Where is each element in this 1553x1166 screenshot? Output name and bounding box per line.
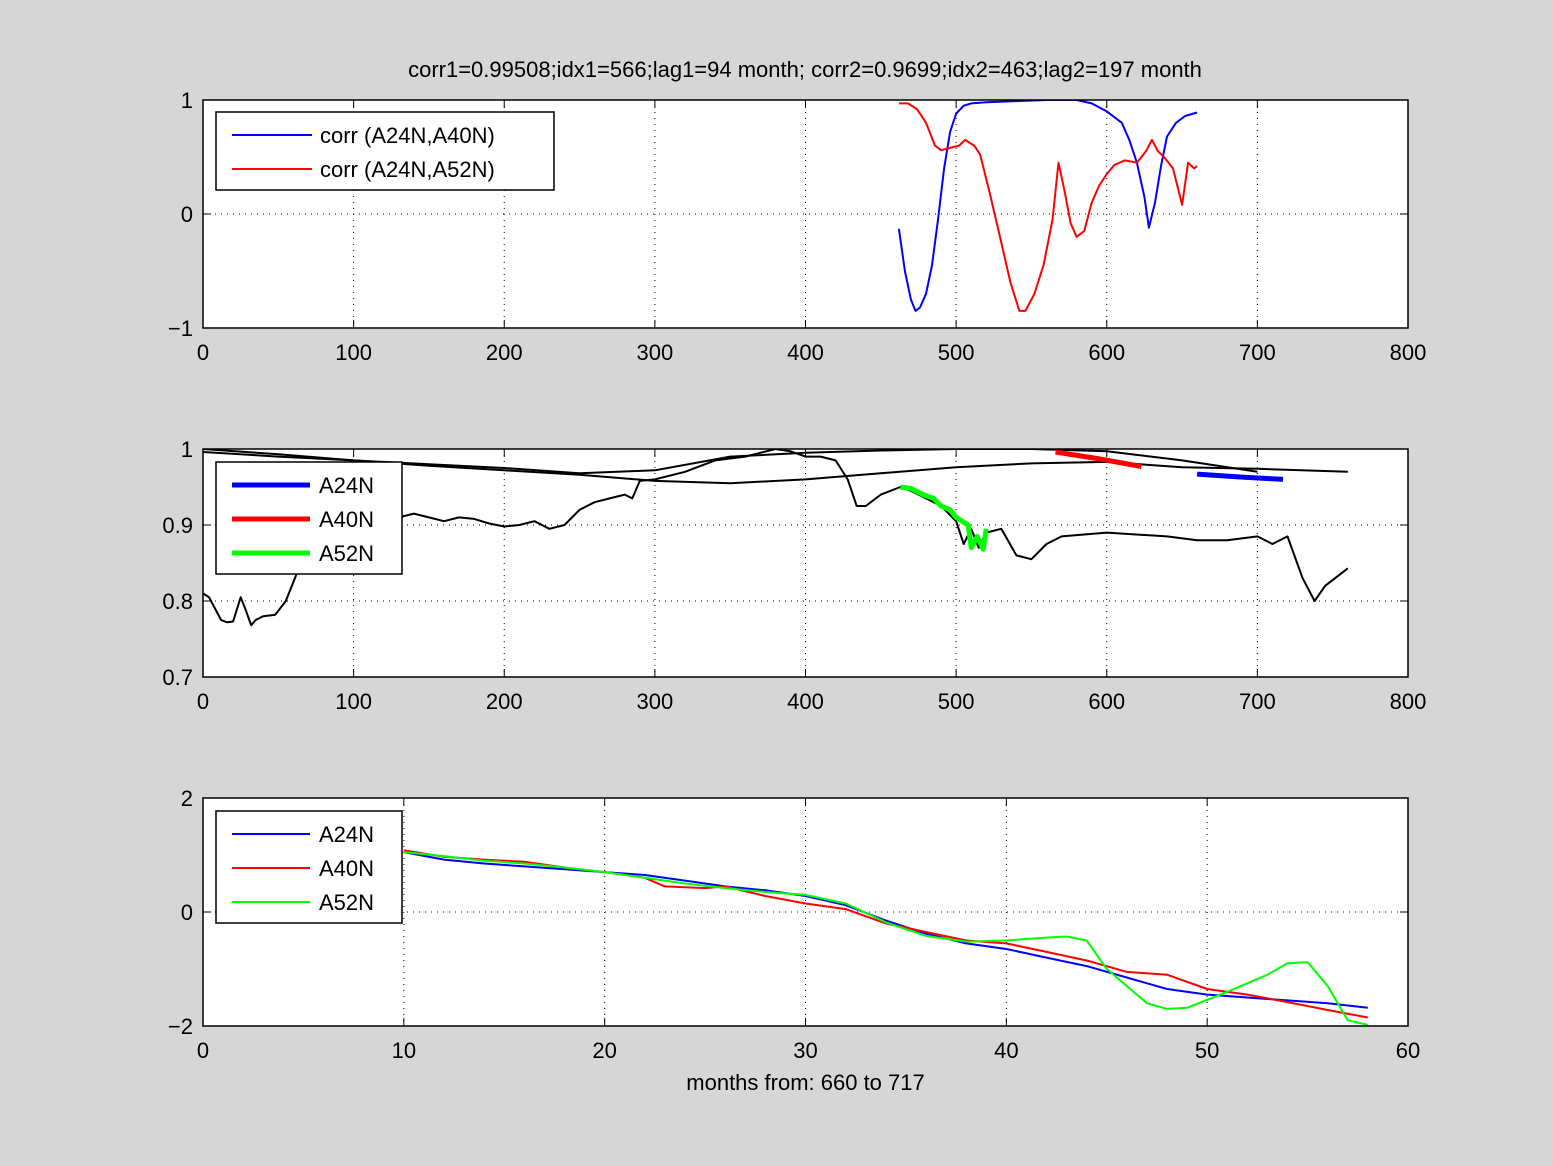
series-line-a24n [403,851,1368,1009]
y-tick-label: 0.8 [162,589,193,614]
x-tick-label: 0 [197,1038,209,1063]
legend-entry-label: A24N [319,473,374,498]
x-tick-label: 50 [1195,1038,1219,1063]
series-line-black-2 [203,449,1349,627]
x-tick-label: 200 [486,689,523,714]
x-tick-label: 700 [1239,689,1276,714]
x-tick-label: 800 [1390,689,1427,714]
legend-entry-label: corr (A24N,A52N) [320,157,495,182]
legend-entry-label: A52N [319,890,374,915]
x-tick-label: 500 [938,340,975,365]
y-tick-label: 1 [181,88,193,113]
x-axis-label: months from: 660 to 717 [686,1070,924,1095]
x-tick-label: 100 [335,340,372,365]
y-tick-label: 0.9 [162,513,193,538]
series-line-a24n [1196,471,1284,482]
x-tick-label: 100 [335,689,372,714]
x-tick-label: 700 [1239,340,1276,365]
x-tick-label: 20 [592,1038,616,1063]
x-tick-label: 200 [486,340,523,365]
y-tick-label: 1 [181,437,193,462]
legend-entry-label: A52N [319,541,374,566]
x-tick-label: 600 [1088,689,1125,714]
y-tick-label: 0.7 [162,665,193,690]
y-tick-label: 0 [181,202,193,227]
x-tick-label: 400 [787,689,824,714]
x-tick-label: 60 [1396,1038,1420,1063]
axes-normalized-series: 0 100 200 300 400 500 600 700 800 0.7 0.8 0.9 1 A24N A… [162,437,1426,714]
x-tick-label: 0 [197,340,209,365]
x-tick-label: 400 [787,340,824,365]
legend-entry-label: corr (A24N,A40N) [320,123,495,148]
x-tick-label: 40 [994,1038,1018,1063]
legend-entry-label: A24N [319,822,374,847]
y-tick-label: 0 [181,900,193,925]
series-line-a52n [900,484,989,552]
figure-title: corr1=0.99508;idx1=566;lag1=94 month; co… [408,57,1202,82]
y-tick-label: −2 [168,1014,193,1039]
x-tick-label: 300 [637,689,674,714]
legend-entry-label: A40N [319,856,374,881]
x-tick-label: 500 [938,689,975,714]
x-tick-label: 300 [637,340,674,365]
series-line-a52n [403,851,1369,1026]
y-tick-label: −1 [168,316,193,341]
x-tick-label: 600 [1088,340,1125,365]
legend-box [215,111,555,191]
x-tick-label: 800 [1390,340,1427,365]
series-line-a40n [1055,449,1142,469]
x-tick-label: 30 [793,1038,817,1063]
y-tick-label: 2 [181,786,193,811]
series-line-corr-a24n-a52n- [898,102,1198,312]
legend-entry-label: A40N [319,507,374,532]
x-tick-label: 10 [392,1038,416,1063]
x-tick-label: 0 [197,689,209,714]
